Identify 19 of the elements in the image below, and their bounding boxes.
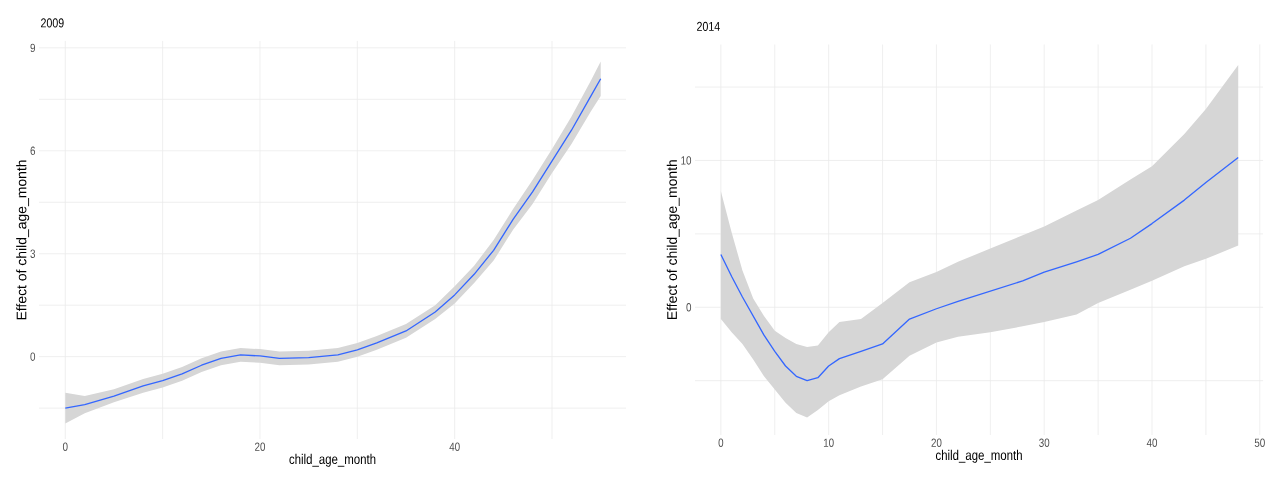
x-tick-label: 0 (62, 442, 68, 451)
x-tick-label: 20 (255, 442, 266, 451)
x-axis-title: child_age_month (935, 449, 1022, 463)
x-tick-label: 20 (931, 438, 942, 447)
y-tick-label: 0 (30, 352, 36, 361)
y-tick-label: 9 (30, 43, 36, 53)
y-tick-label: 3 (30, 249, 36, 258)
x-tick-label: 40 (449, 442, 460, 451)
x-tick-label: 50 (1254, 438, 1265, 447)
chart-title: 2009 (41, 18, 64, 28)
x-tick-label: 10 (823, 438, 834, 447)
y-axis-title: Effect of child_age_month (666, 160, 680, 320)
x-tick-label: 0 (718, 438, 724, 447)
x-tick-label: 40 (1146, 438, 1158, 447)
x-tick-label: 30 (1039, 438, 1050, 447)
chart-title: 2014 (697, 21, 720, 31)
x-axis-title: child_age_month (289, 453, 376, 467)
y-axis-title: Effect of child_age_month (16, 160, 30, 320)
y-tick-label: 6 (30, 146, 36, 156)
